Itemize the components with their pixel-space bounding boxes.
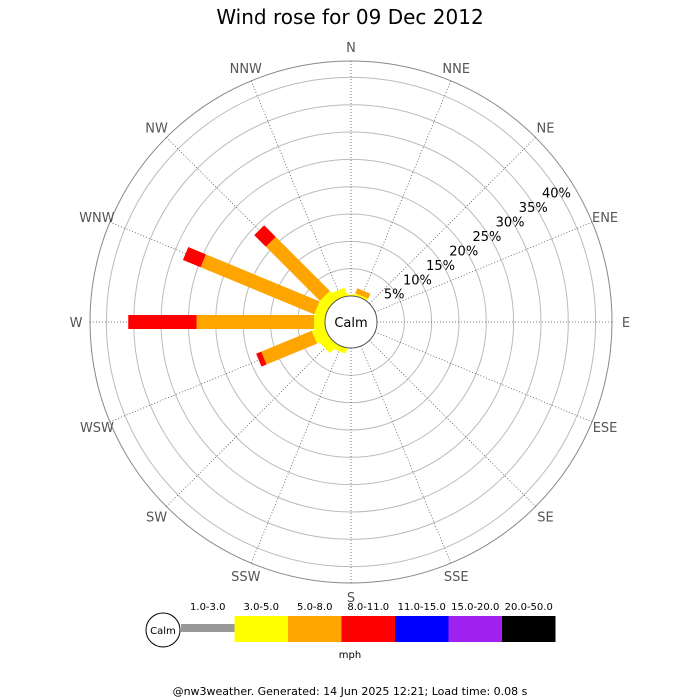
direction-label-se: SE	[537, 510, 553, 525]
spoke-ne	[369, 137, 536, 304]
spoke-ene	[374, 221, 593, 313]
bar-w-5.0-8.0	[196, 315, 315, 329]
bar-wnw-5.0-8.0	[200, 254, 320, 315]
legend-label-20.0-50.0: 20.0-50.0	[505, 602, 553, 613]
direction-label-ne: NE	[536, 122, 554, 137]
percent-label-35: 35%	[519, 201, 548, 216]
direction-label-n: N	[346, 41, 356, 56]
legend-swatch-3.0-5.0	[234, 616, 288, 642]
grid-ring-40	[105, 76, 597, 568]
spoke-nne	[360, 80, 452, 299]
direction-label-w: W	[70, 316, 83, 331]
direction-label-nw: NW	[145, 122, 168, 137]
direction-label-wsw: WSW	[80, 421, 114, 436]
legend-calm-circle	[145, 612, 181, 648]
footer-text: @nw3weather. Generated: 14 Jun 2025 12:2…	[173, 685, 528, 698]
direction-label-sw: SW	[146, 510, 167, 525]
direction-label-nne: NNE	[442, 62, 470, 77]
direction-labels: N NNE NE ENE E ESE SE SSE S SSW SW WSW W WNW NW NNW	[70, 41, 631, 606]
legend-swatch-8.0-11.0	[341, 616, 395, 642]
spoke-ese	[374, 331, 593, 423]
legend-label-11.0-15.0: 11.0-15.0	[398, 602, 446, 613]
spoke-ssw	[250, 345, 342, 564]
calm-circle: Calm	[324, 295, 378, 349]
legend-label-5.0-8.0: 5.0-8.0	[297, 602, 332, 613]
legend-label-8.0-11.0: 8.0-11.0	[347, 602, 389, 613]
percent-labels: 5%10%15%20%25%30%35%40%	[384, 186, 571, 302]
spoke-se	[369, 340, 536, 507]
legend-swatch-11.0-15.0	[395, 616, 449, 642]
bar-ssw-3.0-5.0	[332, 343, 348, 354]
percent-label-30: 30%	[496, 215, 525, 230]
direction-label-nnw: NNW	[230, 62, 262, 77]
percent-label-15: 15%	[426, 259, 455, 274]
spoke-sse	[360, 345, 452, 564]
percent-label-10: 10%	[403, 273, 432, 288]
direction-label-wnw: WNW	[79, 211, 115, 226]
calm-label: Calm	[334, 316, 367, 331]
direction-label-sse: SSE	[444, 570, 469, 585]
legend-swatch-1.0-3.0	[181, 624, 235, 632]
wind-bars	[128, 225, 371, 367]
speed-legend: Calm 1.0-3.0 3.0-5.0 5.0-8.0 8.0-11.0 11.0-15…	[145, 602, 556, 661]
bar-nnw-3.0-5.0	[331, 287, 348, 301]
bar-nne-5.0-8.0	[355, 288, 371, 299]
legend-swatch-20.0-50.0	[502, 616, 556, 642]
percent-label-5: 5%	[384, 288, 405, 303]
legend-calm-label: Calm	[150, 626, 176, 637]
bar-wsw-5.0-8.0	[261, 330, 318, 365]
legend-unit-label: mph	[339, 650, 361, 661]
spoke-nnw	[250, 80, 342, 299]
spoke-sw	[166, 340, 333, 507]
chart-title: Wind rose for 09 Dec 2012	[216, 5, 483, 29]
direction-label-ene: ENE	[592, 211, 618, 226]
bar-nw-5.0-8.0	[265, 236, 330, 301]
legend-label-15.0-20.0: 15.0-20.0	[451, 602, 499, 613]
direction-label-s: S	[347, 591, 355, 606]
direction-label-ese: ESE	[593, 421, 618, 436]
bar-w-8.0-11.0	[128, 315, 197, 329]
bar-nw-8.0-11.0	[254, 225, 276, 247]
bar-nne-3.0-5.0	[354, 293, 369, 301]
direction-label-ssw: SSW	[231, 570, 261, 585]
bar-wsw-8.0-11.0	[256, 351, 267, 367]
legend-swatch-15.0-20.0	[448, 616, 502, 642]
percent-label-40: 40%	[542, 186, 571, 201]
direction-label-e: E	[622, 316, 630, 331]
bar-w-3.0-5.0	[314, 315, 325, 329]
bar-wnw-8.0-11.0	[182, 247, 206, 268]
bar-n-3.0-5.0	[344, 294, 358, 296]
legend-swatch-5.0-8.0	[288, 616, 342, 642]
percent-label-20: 20%	[449, 244, 478, 259]
legend-label-3.0-5.0: 3.0-5.0	[244, 602, 279, 613]
legend-label-1.0-3.0: 1.0-3.0	[190, 602, 225, 613]
percent-label-25: 25%	[472, 230, 501, 245]
